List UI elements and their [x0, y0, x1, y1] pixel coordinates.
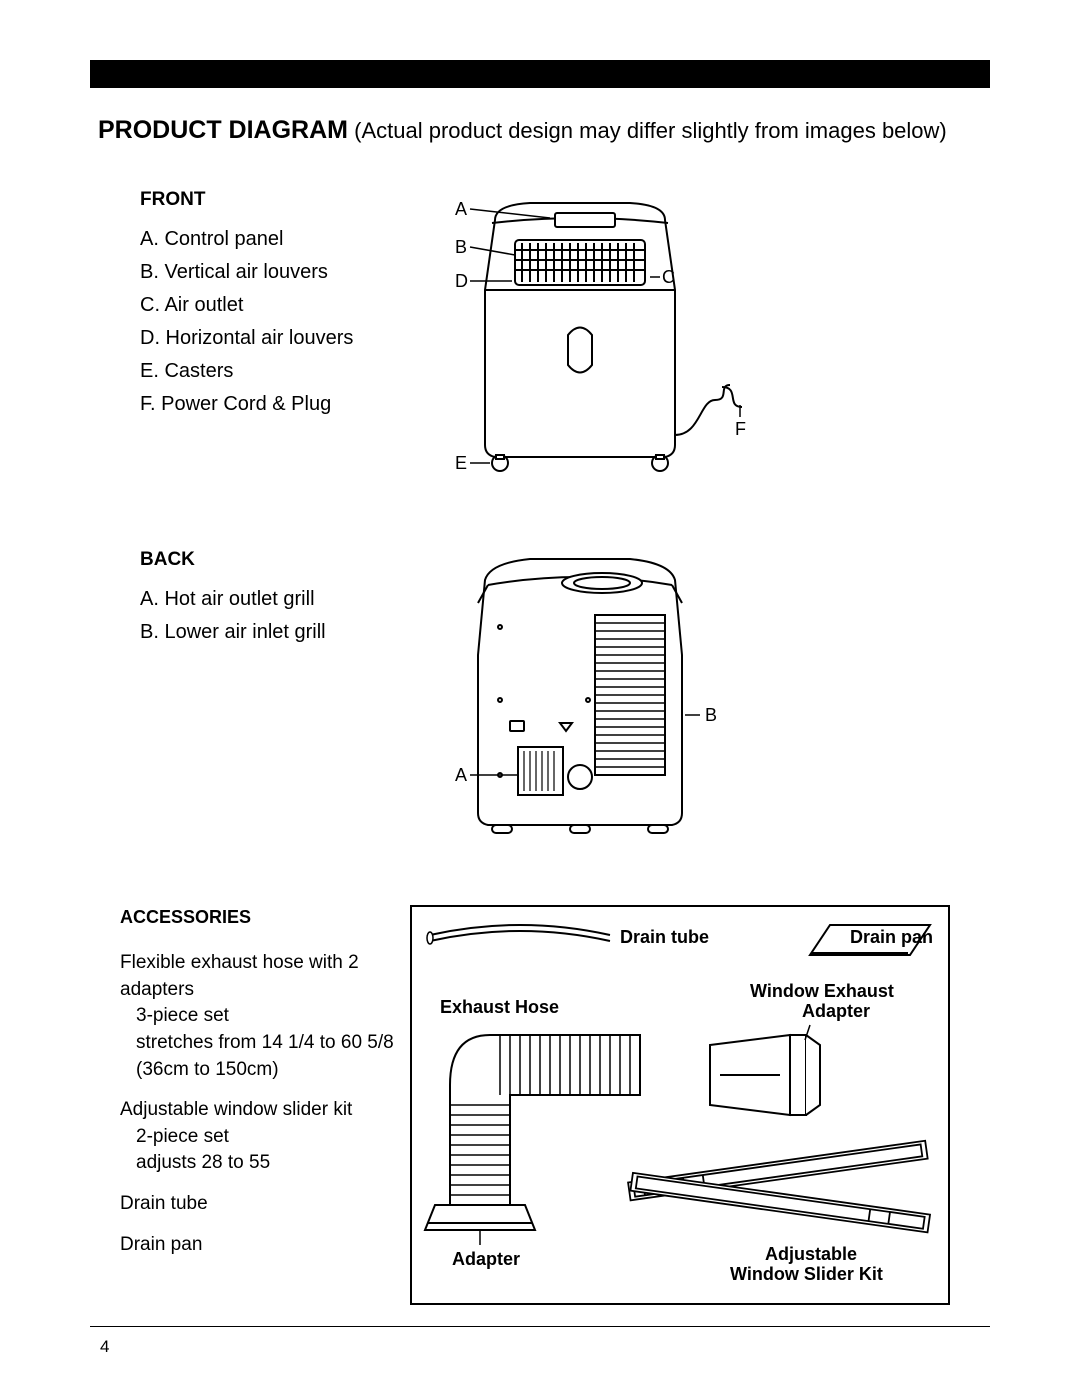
title-row: PRODUCT DIAGRAM (Actual product design m…: [98, 116, 990, 145]
callout-label: E: [455, 453, 467, 473]
front-section: FRONT A. Control panel B. Vertical air l…: [90, 185, 990, 505]
front-list: A. Control panel B. Vertical air louvers…: [140, 224, 400, 420]
accessories-figure: Drain tube Drain pan Exhaust Hose Window…: [410, 905, 990, 1305]
back-text: BACK A. Hot air outlet grill B. Lower ai…: [90, 545, 400, 865]
figure-label: Drain tube: [620, 927, 709, 947]
front-unit-icon: A B D C E F: [400, 185, 760, 505]
accessory-item: Adjustable window slider kit 2-piece set…: [120, 1097, 410, 1177]
figure-label: Exhaust Hose: [440, 997, 559, 1017]
list-item: B. Vertical air louvers: [140, 257, 400, 288]
back-diagram: A B: [400, 545, 990, 865]
figure-label: Adjustable: [765, 1244, 857, 1264]
accessories-icon: Drain tube Drain pan Exhaust Hose Window…: [410, 905, 950, 1305]
callout-label: B: [455, 237, 467, 257]
back-section: BACK A. Hot air outlet grill B. Lower ai…: [90, 545, 990, 865]
front-text: FRONT A. Control panel B. Vertical air l…: [90, 185, 400, 505]
accessories-text: ACCESSORIES Flexible exhaust hose with 2…: [90, 905, 410, 1305]
list-item: D. Horizontal air louvers: [140, 323, 400, 354]
list-item: A. Control panel: [140, 224, 400, 255]
figure-label: Window Exhaust: [750, 981, 894, 1001]
page-number: 4: [100, 1337, 109, 1357]
back-heading: BACK: [140, 545, 400, 574]
back-list: A. Hot air outlet grill B. Lower air inl…: [140, 584, 400, 648]
callout-label: F: [735, 419, 746, 439]
figure-label: Drain pan: [850, 927, 933, 947]
list-item: E. Casters: [140, 356, 400, 387]
manual-page: PRODUCT DIAGRAM (Actual product design m…: [0, 0, 1080, 1397]
accessory-item: Drain pan: [120, 1232, 410, 1259]
figure-label: Adapter: [452, 1249, 520, 1269]
page-title: PRODUCT DIAGRAM: [98, 116, 348, 144]
callout-label: A: [455, 199, 467, 219]
header-bar: [90, 60, 990, 88]
callout-label: C: [662, 267, 675, 287]
callout-label: B: [705, 705, 717, 725]
accessory-item: Drain tube: [120, 1191, 410, 1218]
list-item: B. Lower air inlet grill: [140, 617, 400, 648]
list-item: F. Power Cord & Plug: [140, 389, 400, 420]
list-item: C. Air outlet: [140, 290, 400, 321]
list-item: A. Hot air outlet grill: [140, 584, 400, 615]
front-diagram: A B D C E F: [400, 185, 990, 505]
back-unit-icon: A B: [400, 545, 740, 865]
accessories-section: ACCESSORIES Flexible exhaust hose with 2…: [90, 905, 990, 1305]
footer-rule: [90, 1326, 990, 1327]
accessories-heading: ACCESSORIES: [120, 905, 410, 930]
page-subtitle: (Actual product design may differ slight…: [354, 118, 947, 143]
callout-label: D: [455, 271, 468, 291]
figure-label: Adapter: [802, 1001, 870, 1021]
accessory-item: Flexible exhaust hose with 2 adapters 3-…: [120, 950, 410, 1083]
callout-label: A: [455, 765, 467, 785]
figure-label: Window Slider Kit: [730, 1264, 883, 1284]
front-heading: FRONT: [140, 185, 400, 214]
